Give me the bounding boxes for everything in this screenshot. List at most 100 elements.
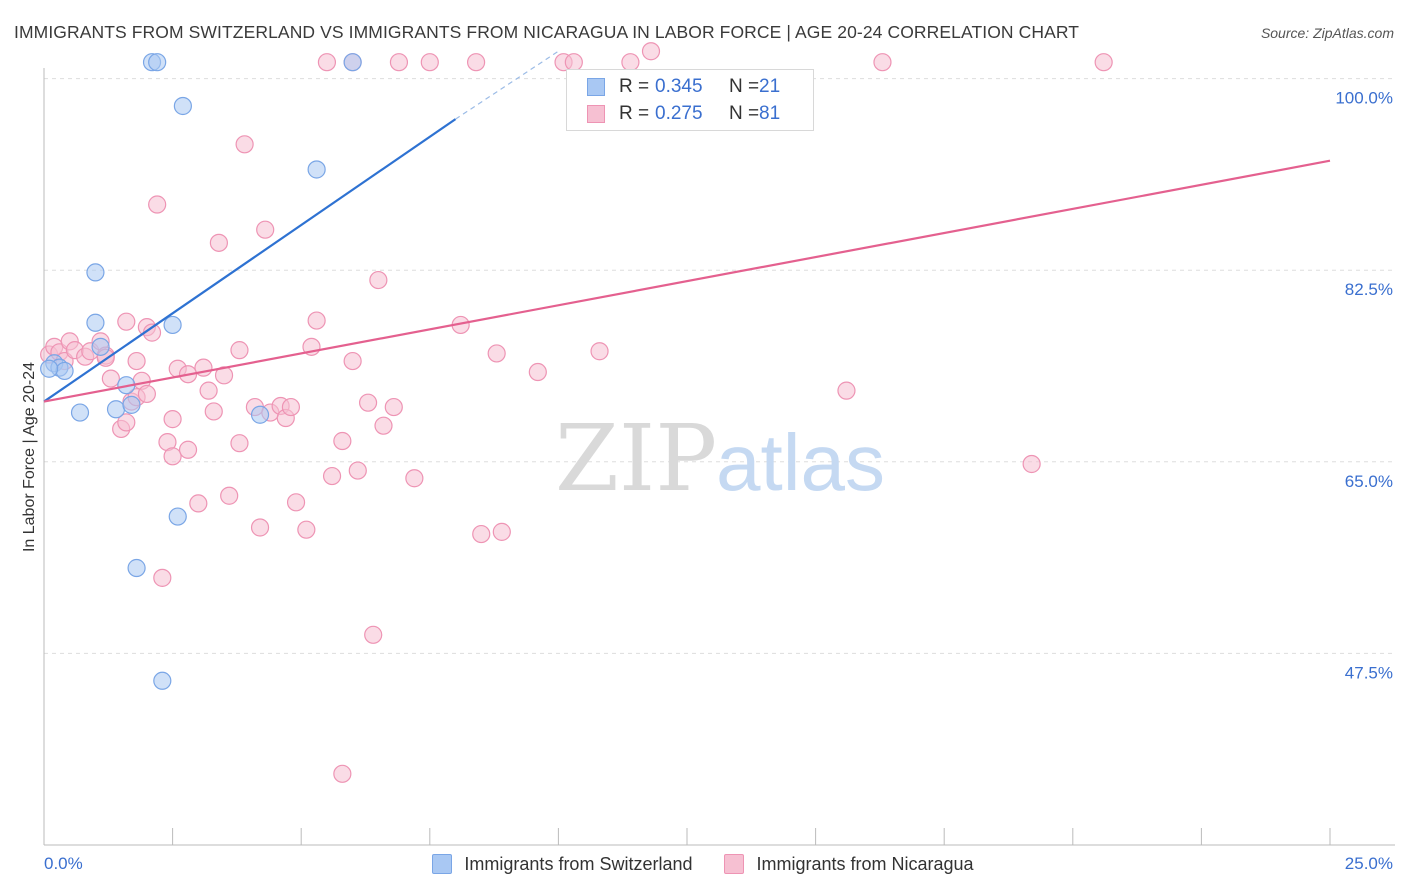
- source-credit: Source: ZipAtlas.com: [1260, 25, 1394, 41]
- blue-swatch: [587, 78, 605, 96]
- x-tick-label: 25.0%: [1345, 854, 1393, 873]
- nicaragua-point: [307, 311, 326, 330]
- nicaragua-point: [420, 53, 439, 72]
- switzerland-point: [153, 671, 172, 690]
- switzerland-point: [86, 313, 105, 332]
- nicaragua-point: [117, 413, 136, 432]
- nicaragua-point: [199, 381, 218, 400]
- nicaragua-point: [1022, 454, 1041, 474]
- switzerland-point: [55, 361, 74, 381]
- nicaragua-point: [235, 135, 254, 154]
- nicaragua-point: [317, 53, 337, 72]
- tick-labels: 47.5% 65.0% 82.5% 100.0% 0.0% 25.0%: [44, 89, 1393, 873]
- nicaragua-point: [163, 447, 182, 466]
- gridlines: [44, 78, 1395, 654]
- r-value: 0.345: [655, 76, 703, 97]
- r-value: 0.275: [655, 103, 703, 124]
- switzerland-point: [250, 405, 270, 424]
- n-label: N =: [729, 103, 760, 124]
- nicaragua-point: [137, 384, 156, 404]
- switzerland-point: [40, 359, 59, 378]
- nicaragua-point: [163, 410, 182, 429]
- switzerland-point: [168, 507, 187, 526]
- switzerland-point: [173, 96, 192, 116]
- nicaragua-point: [220, 486, 239, 505]
- nicaragua-point: [528, 362, 547, 382]
- nicaragua-point: [153, 568, 172, 587]
- switzerland-point: [70, 403, 90, 422]
- nicaragua-point: [405, 469, 424, 488]
- nicaragua-point: [322, 466, 342, 486]
- switzerland-point: [148, 53, 167, 72]
- series-legend: Immigrants from Switzerland Immigrants f…: [0, 850, 1406, 878]
- nicaragua-point: [230, 341, 249, 360]
- legend-row-nicaragua: R = 0.275 N = 81: [587, 103, 780, 125]
- legend-label-nicaragua: Immigrants from Nicaragua: [756, 853, 974, 874]
- nicaragua-point: [101, 369, 120, 388]
- switzerland-point: [106, 400, 126, 419]
- nicaragua-point: [127, 351, 146, 371]
- nicaragua-point: [281, 397, 301, 417]
- nicaragua-point: [590, 342, 609, 361]
- pink-swatch: [724, 854, 745, 874]
- blue-swatch: [432, 854, 453, 874]
- legend-label-switzerland: Immigrants from Switzerland: [464, 853, 693, 874]
- nicaragua-point: [492, 522, 511, 541]
- nicaragua-point: [466, 53, 486, 72]
- nicaragua-point: [204, 402, 223, 421]
- chart-title: IMMIGRANTS FROM SWITZERLAND VS IMMIGRANT…: [14, 22, 1080, 42]
- switzerland-point: [91, 337, 110, 356]
- nicaragua-point: [230, 434, 249, 453]
- y-tick-label: 100.0%: [1335, 89, 1393, 108]
- nicaragua-point: [343, 351, 362, 371]
- nicaragua-point: [472, 524, 491, 544]
- x-tick-label: 0.0%: [44, 854, 83, 873]
- nicaragua-point: [369, 270, 388, 290]
- nicaragua-point: [487, 344, 506, 363]
- nicaragua-point: [333, 431, 352, 451]
- switzerland-point: [86, 263, 105, 282]
- trend-lines: [43, 50, 1331, 403]
- nicaragua-point: [117, 312, 136, 331]
- correlation-legend: R = 0.345 N = 21 R = 0.275 N = 81: [566, 69, 814, 131]
- watermark-atlas: atlas: [716, 418, 885, 507]
- data-points: [40, 42, 1113, 783]
- nicaragua-point: [178, 440, 198, 459]
- nicaragua-point: [364, 625, 383, 644]
- y-tick-label: 65.0%: [1345, 472, 1393, 491]
- switzerland-point: [122, 395, 141, 414]
- nicaragua-point: [389, 53, 409, 72]
- switzerland-point: [343, 53, 362, 72]
- nicaragua-point: [873, 53, 892, 72]
- nicaragua-point: [1094, 53, 1113, 72]
- switzerland-point: [127, 558, 146, 578]
- nicaragua-point: [384, 397, 403, 417]
- axes: [43, 68, 1395, 846]
- nicaragua-point: [250, 518, 270, 537]
- nicaragua-point: [348, 461, 367, 480]
- trend-line-extension: [455, 50, 559, 120]
- y-tick-label: 47.5%: [1345, 663, 1393, 682]
- y-tick-label: 82.5%: [1345, 280, 1393, 299]
- legend-row-switzerland: R = 0.345 N = 21: [587, 76, 780, 98]
- nicaragua-point: [641, 42, 661, 61]
- legend-item-nicaragua[interactable]: Immigrants from Nicaragua: [724, 853, 974, 875]
- nicaragua-point: [256, 220, 275, 239]
- legend-item-switzerland[interactable]: Immigrants from Switzerland: [432, 854, 692, 875]
- switzerland-point: [163, 315, 182, 335]
- nicaragua-point: [209, 233, 228, 252]
- pink-swatch: [587, 105, 605, 123]
- nicaragua-point: [358, 393, 378, 412]
- nicaragua-point: [333, 764, 352, 783]
- watermark-zip: ZIP: [555, 405, 717, 512]
- trend-line: [43, 159, 1331, 403]
- n-value: 81: [759, 103, 781, 124]
- switzerland-point: [307, 160, 326, 179]
- nicaragua-point: [189, 494, 208, 513]
- nicaragua-point: [148, 195, 167, 214]
- n-label: N =: [729, 76, 760, 97]
- nicaragua-point: [297, 520, 316, 539]
- nicaragua-point: [837, 381, 856, 400]
- n-value: 21: [759, 76, 781, 97]
